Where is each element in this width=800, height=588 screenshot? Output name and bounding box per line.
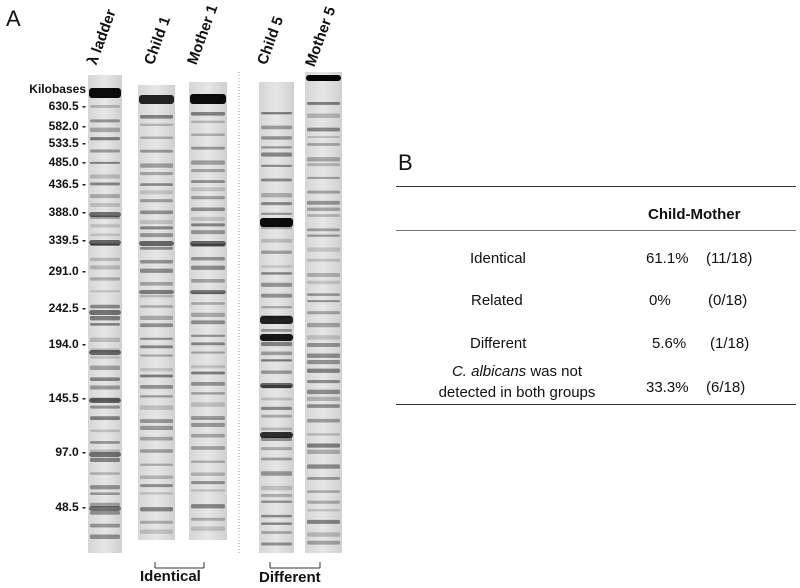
different-label: Different: [259, 569, 321, 586]
size-marker: 582.0 -: [48, 119, 86, 133]
row-count: (0/18): [708, 292, 748, 309]
row-label: Identical: [470, 250, 526, 267]
header-rule: [396, 230, 796, 231]
row-percent: 0%: [649, 292, 671, 309]
row-count: (6/18): [706, 379, 746, 396]
size-marker: 436.5 -: [48, 177, 86, 191]
gel-image: [88, 72, 342, 569]
row-count: (11/18): [706, 250, 753, 267]
gel-figure: λ ladder Child 1 Mother 1 Child 5 Mother…: [0, 0, 390, 588]
size-marker: 485.0 -: [48, 155, 86, 169]
panel-b-letter: B: [398, 150, 413, 175]
table-bottom-rule: [396, 404, 796, 405]
size-marker: 242.5 -: [48, 301, 86, 315]
axis-title: Kilobases: [29, 82, 86, 96]
size-marker: 291.0 -: [48, 264, 86, 278]
row-label: Different: [470, 335, 527, 352]
size-marker: 194.0 -: [48, 337, 86, 351]
row-count: (1/18): [710, 335, 750, 352]
row-percent: 61.1%: [646, 250, 689, 267]
row-percent: 33.3%: [646, 379, 689, 396]
size-marker: 97.0 -: [55, 445, 86, 459]
gel-lane-mother-1: [189, 82, 227, 540]
species-name: C. albicans: [451, 363, 527, 380]
size-marker: 533.5 -: [48, 136, 86, 150]
size-marker: 145.5 -: [48, 391, 86, 405]
row-percent: 5.6%: [652, 335, 687, 352]
row-label: C. albicans was not: [422, 363, 612, 380]
gel-lane-child-5: [259, 82, 294, 553]
size-marker: 339.5 -: [48, 233, 86, 247]
identical-label: Identical: [140, 568, 201, 585]
size-marker: 388.0 -: [48, 205, 86, 219]
size-marker: 630.5 -: [48, 99, 86, 113]
gel-lane-mother-5: [305, 72, 342, 553]
row-label-line2: detected in both groups: [438, 384, 596, 401]
table-top-rule: [396, 186, 796, 187]
row-label-rest: was not: [526, 363, 583, 380]
gel-lane-child-1: [138, 85, 175, 540]
panel-a-letter: A: [6, 6, 21, 31]
size-marker: 48.5 -: [55, 500, 86, 514]
gel-lane-ladder: [88, 75, 122, 553]
size-axis: Kilobases 630.5 - 582.0 - 533.5 - 485.0 …: [0, 0, 86, 588]
row-label: Related: [471, 292, 523, 309]
column-header: Child-Mother: [648, 206, 741, 223]
